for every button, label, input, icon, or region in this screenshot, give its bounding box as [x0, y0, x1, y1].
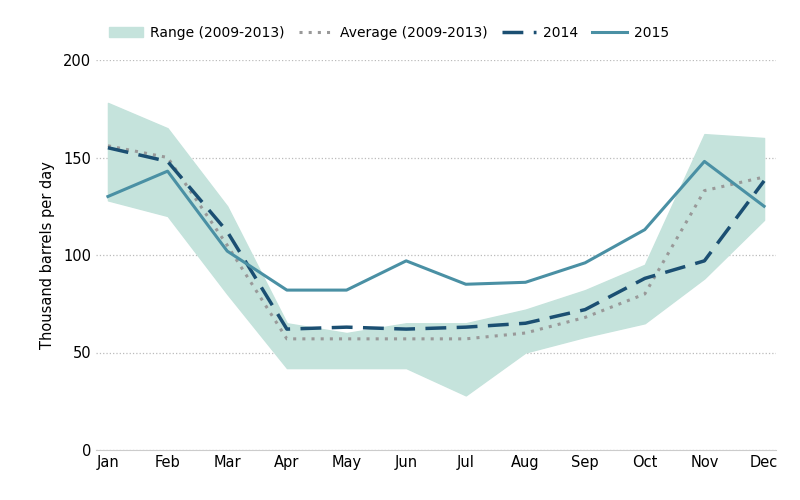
Legend: Range (2009-2013), Average (2009-2013), 2014, 2015: Range (2009-2013), Average (2009-2013), … — [103, 20, 674, 46]
Y-axis label: Thousand barrels per day: Thousand barrels per day — [40, 161, 54, 349]
